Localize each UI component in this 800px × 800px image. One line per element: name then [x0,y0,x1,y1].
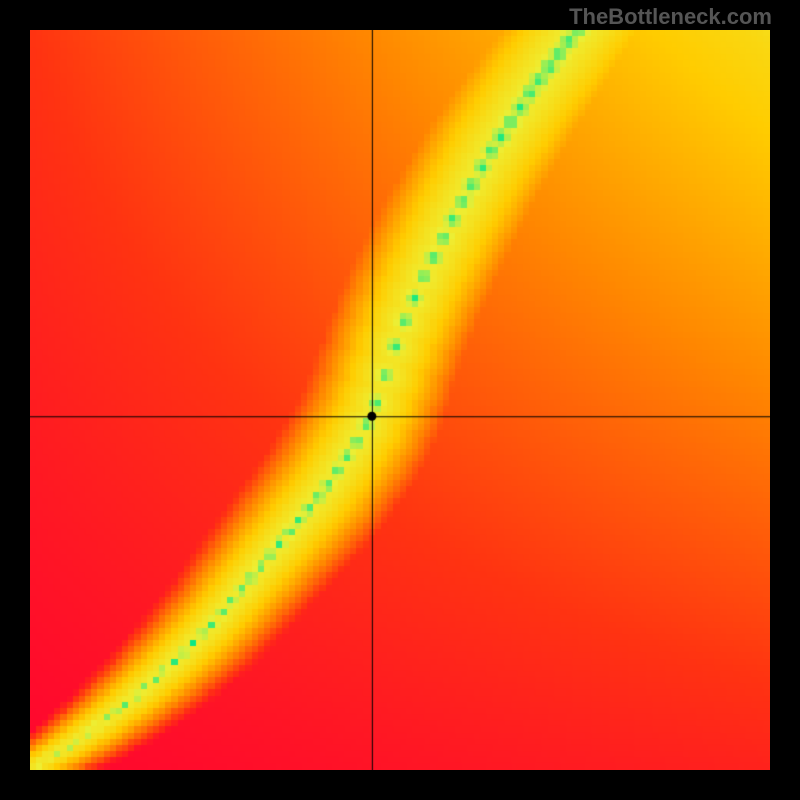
watermark-text: TheBottleneck.com [569,4,772,30]
chart-container: TheBottleneck.com [0,0,800,800]
heatmap-canvas [30,30,770,770]
